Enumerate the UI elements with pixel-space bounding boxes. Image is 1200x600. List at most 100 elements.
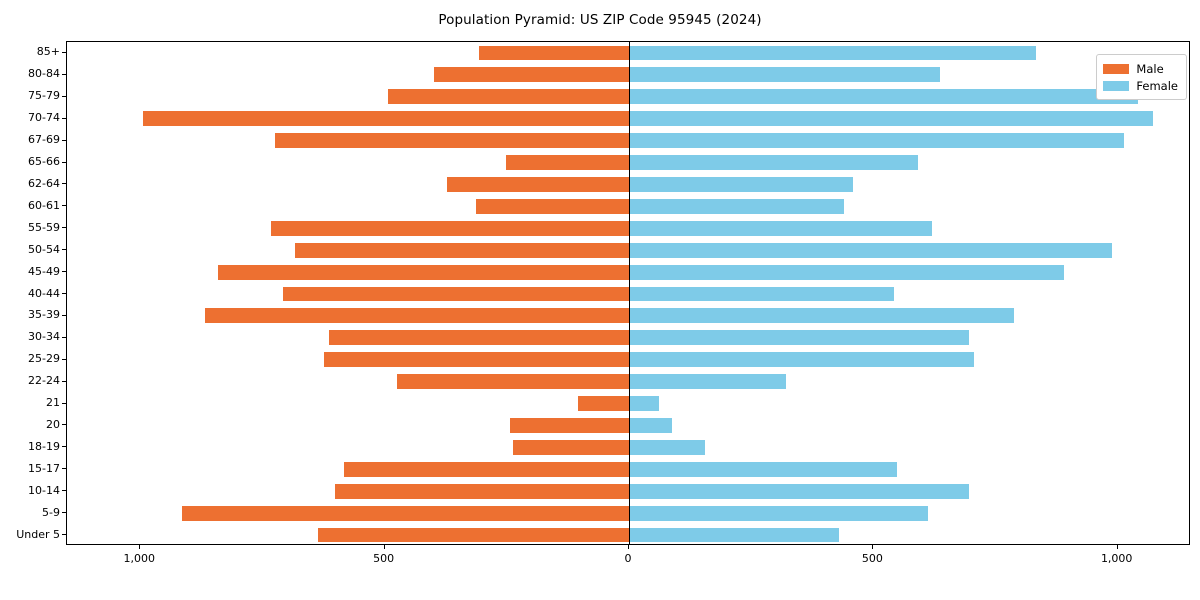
bar-group <box>67 505 1189 521</box>
bar-male <box>343 461 629 477</box>
y-axis-tick-mark <box>62 117 66 119</box>
y-axis-tick-mark <box>62 512 66 514</box>
bar-male <box>294 242 629 258</box>
bar-group <box>67 45 1189 61</box>
y-axis-tick-label: 21 <box>46 396 60 410</box>
bar-female <box>629 111 1154 127</box>
bar-male <box>475 198 629 214</box>
y-axis-tick-label: 40-44 <box>28 286 60 300</box>
bar-male <box>317 527 629 543</box>
bar-male <box>510 418 629 433</box>
x-axis-tick-mark <box>872 545 874 549</box>
y-axis-tick-mark <box>62 249 66 251</box>
bar-male <box>328 330 629 346</box>
bar-group <box>67 374 1189 390</box>
y-axis-tick-label: 20 <box>46 417 60 431</box>
bar-male <box>270 220 629 236</box>
bar-female <box>629 176 854 192</box>
y-axis-tick-mark <box>62 468 66 470</box>
bar-group <box>67 461 1189 477</box>
bar-group <box>67 396 1189 411</box>
bar-male <box>218 264 629 280</box>
bar-male <box>578 396 629 411</box>
y-axis-tick-label: 18-19 <box>28 439 60 453</box>
y-axis-tick-label: 45-49 <box>28 264 60 278</box>
bar-group <box>67 418 1189 433</box>
bar-male <box>434 67 629 83</box>
y-axis-tick-mark <box>62 490 66 492</box>
y-axis-tick-mark <box>62 424 66 426</box>
y-axis-ticks <box>0 41 66 545</box>
bar-group <box>67 89 1189 105</box>
y-axis-tick-mark <box>62 51 66 53</box>
y-axis-tick-label: 22-24 <box>28 374 60 388</box>
bar-female <box>629 286 895 302</box>
y-axis-tick-label: 62-64 <box>28 176 60 190</box>
bar-group <box>67 439 1189 455</box>
y-axis-tick-label: 5-9 <box>42 505 60 519</box>
y-axis-tick-label: 55-59 <box>28 220 60 234</box>
y-axis-tick-label: 25-29 <box>28 352 60 366</box>
y-axis-tick-label: 10-14 <box>28 483 60 497</box>
y-axis-tick-mark <box>62 183 66 185</box>
legend-swatch-male <box>1103 63 1130 74</box>
bar-group <box>67 330 1189 346</box>
y-axis-tick-mark <box>62 380 66 382</box>
y-axis-tick-label: Under 5 <box>16 527 60 541</box>
y-axis-tick-mark <box>62 271 66 273</box>
bar-female <box>629 198 845 214</box>
bar-group <box>67 352 1189 368</box>
x-axis-tick-label: 500 <box>373 552 395 565</box>
chart-title: Population Pyramid: US ZIP Code 95945 (2… <box>438 12 762 28</box>
bar-group <box>67 67 1189 83</box>
x-axis-tick-label: 0 <box>624 552 632 565</box>
bar-female <box>629 418 672 433</box>
bar-female <box>629 483 970 499</box>
x-axis-tick-mark <box>139 545 141 549</box>
y-axis-tick-mark <box>62 534 66 536</box>
legend-entry[interactable]: Male <box>1103 60 1178 77</box>
bar-group <box>67 111 1189 127</box>
bar-male <box>479 45 629 61</box>
y-axis-tick-mark <box>62 336 66 338</box>
legend-entry[interactable]: Female <box>1103 77 1178 94</box>
y-axis-tick-mark <box>62 205 66 207</box>
y-axis-tick-label: 65-66 <box>28 155 60 169</box>
bar-female <box>629 264 1065 280</box>
bar-group <box>67 198 1189 214</box>
bar-group <box>67 483 1189 499</box>
y-axis-tick-label: 15-17 <box>28 461 60 475</box>
bar-female <box>629 330 970 346</box>
y-axis-tick-mark <box>62 139 66 141</box>
bar-female <box>629 505 929 521</box>
bar-male <box>396 374 629 390</box>
legend-label: Male <box>1136 61 1164 76</box>
y-axis-tick-mark <box>62 314 66 316</box>
bar-male <box>334 483 629 499</box>
y-axis-tick-label: 30-34 <box>28 330 60 344</box>
bar-male <box>324 352 629 368</box>
chart-legend: Male Female <box>1096 54 1187 100</box>
y-axis-tick-mark <box>62 95 66 97</box>
bar-female <box>629 133 1124 149</box>
x-axis-tick-label: 1,000 <box>123 552 156 565</box>
bar-male <box>513 439 629 455</box>
bar-female <box>629 374 787 390</box>
y-axis-tick-label: 67-69 <box>28 133 60 147</box>
bar-female <box>629 461 898 477</box>
bar-female <box>629 89 1138 105</box>
bar-female <box>629 396 659 411</box>
bar-male <box>205 308 629 324</box>
bar-female <box>629 242 1113 258</box>
y-axis-tick-label: 85+ <box>36 45 60 59</box>
legend-label: Female <box>1136 78 1178 93</box>
bar-male <box>283 286 629 302</box>
bar-group <box>67 155 1189 170</box>
x-axis-tick-label: 1,000 <box>1100 552 1133 565</box>
x-axis-tick-mark <box>383 545 385 549</box>
bar-female <box>629 220 932 236</box>
bars-layer <box>67 42 1189 544</box>
center-axis-line <box>629 42 630 544</box>
legend-swatch-female <box>1103 80 1130 91</box>
